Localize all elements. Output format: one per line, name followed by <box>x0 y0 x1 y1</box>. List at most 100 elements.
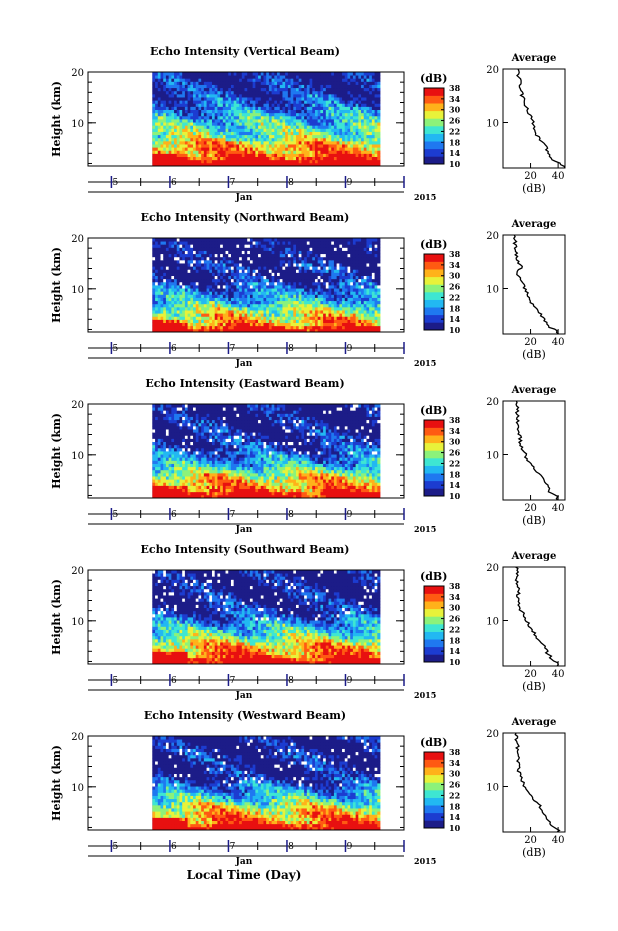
heatmap-cell <box>293 97 297 101</box>
heatmap-cell <box>358 294 362 298</box>
heatmap-cell <box>217 250 221 255</box>
heatmap-cell <box>271 294 275 298</box>
heatmap-cell <box>369 115 373 120</box>
heatmap-cell <box>295 297 300 302</box>
heatmap-cell <box>241 115 245 120</box>
heatmap-cell <box>312 87 316 92</box>
heatmap-cell <box>244 294 248 298</box>
heatmap-cell <box>152 153 156 157</box>
heatmap-cell <box>176 256 180 261</box>
heatmap-cell <box>160 294 164 298</box>
heatmap-cell <box>342 310 346 314</box>
heatmap-cell <box>165 313 170 317</box>
heatmap-cell <box>279 278 283 283</box>
heatmap-cell <box>361 100 365 104</box>
colorbar-segment <box>424 156 444 165</box>
heatmap-cell <box>323 253 327 258</box>
heatmap-cell <box>361 297 365 302</box>
heatmap-cell <box>312 81 316 85</box>
heatmap-cell <box>333 87 338 92</box>
heatmap-cell <box>217 256 221 261</box>
heatmap-cell <box>277 244 281 248</box>
heatmap-cell <box>211 266 216 270</box>
heatmap-cell <box>198 87 202 92</box>
heatmap-cell <box>214 263 218 267</box>
heatmap-cell <box>363 125 367 129</box>
heatmap-cell <box>260 156 264 161</box>
heatmap-cell <box>258 109 262 114</box>
heatmap-cell <box>195 288 199 292</box>
heatmap-cell <box>222 87 226 92</box>
heatmap-cell <box>274 272 278 276</box>
heatmap-cell <box>260 266 264 270</box>
heatmap-cell <box>268 103 273 107</box>
heatmap-cell <box>160 97 164 101</box>
heatmap-cell <box>328 140 332 145</box>
heatmap-cell <box>198 300 202 305</box>
heatmap-cell <box>165 109 170 114</box>
heatmap-cell <box>222 159 226 164</box>
heatmap-cell <box>268 294 273 298</box>
heatmap-cell <box>184 93 188 98</box>
heatmap-cell <box>328 259 332 264</box>
heatmap-cell <box>201 122 205 126</box>
heatmap-cell <box>363 162 367 167</box>
heatmap-cell <box>214 90 218 95</box>
heatmap-cell <box>290 244 294 248</box>
heatmap-cell <box>214 106 218 110</box>
heatmap-cell <box>295 275 300 280</box>
heatmap-cell <box>228 144 232 148</box>
heatmap-cell <box>155 313 159 317</box>
heatmap-cell <box>266 250 270 255</box>
heatmap-cell <box>309 303 313 308</box>
heatmap-cell <box>152 93 156 98</box>
heatmap-cell <box>331 125 335 129</box>
heatmap-cell <box>176 78 180 82</box>
heatmap-cell <box>195 112 199 117</box>
heatmap-cell <box>171 81 175 85</box>
heatmap-cell <box>320 297 324 302</box>
heatmap-cell <box>371 87 375 92</box>
heatmap-cell <box>358 319 362 323</box>
heatmap-cell <box>157 291 161 295</box>
heatmap-cell <box>350 78 354 82</box>
heatmap-cell <box>339 84 343 89</box>
heatmap-cell <box>369 97 373 101</box>
heatmap-cell <box>369 112 373 117</box>
heatmap-cell <box>298 253 302 258</box>
heatmap-cell <box>182 281 186 286</box>
heatmap-cell <box>193 137 197 142</box>
heatmap-cell <box>271 278 275 283</box>
heatmap-cell <box>203 81 207 85</box>
heatmap-cell <box>282 303 286 308</box>
heatmap-cell <box>203 259 207 264</box>
heatmap-cell <box>241 300 245 305</box>
heatmap-cell <box>201 137 205 142</box>
heatmap-cell <box>195 291 199 295</box>
heatmap-cell <box>306 137 310 142</box>
heatmap-cell <box>312 319 316 323</box>
heatmap-cell <box>295 119 300 123</box>
heatmap-cell <box>266 103 270 107</box>
heatmap-cell <box>165 285 170 289</box>
heatmap-cell <box>176 297 180 302</box>
heatmap-cell <box>290 103 294 107</box>
heatmap-cell <box>220 153 224 157</box>
heatmap-cell <box>230 100 235 104</box>
heatmap-cell <box>336 278 340 283</box>
heatmap-cell <box>182 288 186 292</box>
heatmap-cell <box>182 310 186 314</box>
heatmap-cell <box>168 144 172 148</box>
heatmap-cell <box>339 328 343 333</box>
heatmap-cell <box>206 131 210 136</box>
heatmap-cell <box>168 281 172 286</box>
heatmap-cell <box>225 153 229 157</box>
heatmap-cell <box>309 278 313 283</box>
heatmap-cell <box>295 259 300 264</box>
heatmap-cell <box>247 247 251 251</box>
heatmap-cell <box>317 328 321 333</box>
heatmap-cell <box>312 256 316 261</box>
heatmap-cell <box>295 306 300 311</box>
heatmap-cell <box>222 153 226 157</box>
heatmap-cell <box>165 263 170 267</box>
